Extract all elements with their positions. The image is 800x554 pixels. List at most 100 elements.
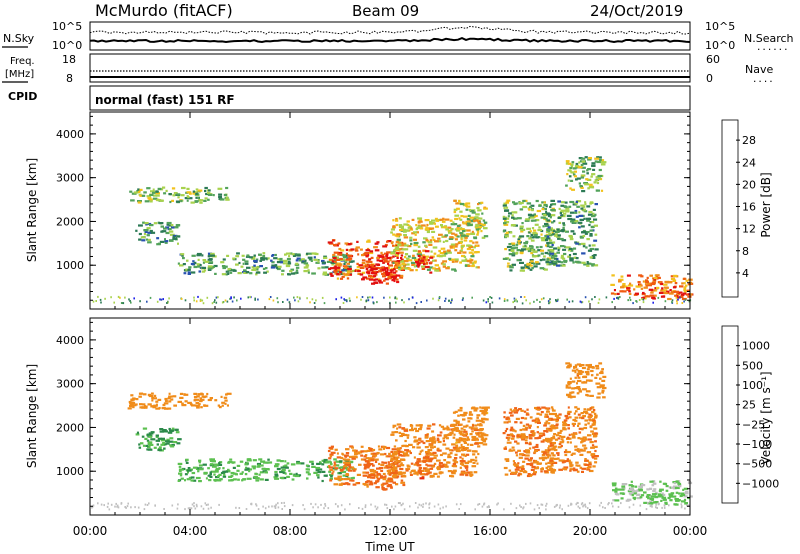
echo-cell bbox=[199, 201, 203, 204]
echo-cell bbox=[409, 228, 414, 231]
echo-cell bbox=[480, 428, 484, 431]
echo-cell bbox=[506, 441, 512, 444]
echo-cell bbox=[580, 440, 585, 443]
echo-cell bbox=[281, 269, 285, 272]
echo-cell bbox=[311, 465, 316, 468]
echo-cell bbox=[215, 467, 220, 470]
echo-cell bbox=[592, 421, 597, 424]
echo-cell bbox=[460, 234, 466, 237]
echo-cell bbox=[188, 268, 191, 271]
ground-scatter-cell bbox=[422, 505, 424, 508]
echo-cell bbox=[465, 223, 468, 226]
ground-scatter-cell bbox=[559, 504, 561, 507]
echo-cell bbox=[162, 429, 167, 432]
echo-cell bbox=[159, 199, 164, 202]
echo-cell bbox=[515, 417, 520, 420]
echo-cell bbox=[327, 241, 333, 244]
echo-cell bbox=[520, 416, 525, 420]
echo-cell bbox=[585, 217, 591, 220]
echo-cell bbox=[371, 265, 376, 268]
echo-cell bbox=[419, 227, 424, 230]
ground-scatter-cell bbox=[557, 298, 559, 301]
echo-cell bbox=[596, 189, 600, 192]
ground-scatter-cell bbox=[247, 296, 250, 299]
echo-cell bbox=[560, 444, 563, 448]
echo-cell bbox=[520, 468, 525, 471]
echo-cell bbox=[184, 479, 186, 482]
echo-cell bbox=[476, 230, 480, 233]
echo-cell bbox=[529, 261, 534, 264]
ground-scatter-cell bbox=[542, 297, 545, 300]
echo-cell bbox=[155, 435, 159, 438]
ground-scatter-cell bbox=[611, 301, 613, 304]
ground-scatter-cell bbox=[688, 300, 691, 303]
echo-cell bbox=[576, 392, 580, 395]
echo-cell bbox=[172, 235, 176, 238]
echo-cell bbox=[338, 479, 342, 482]
ground-scatter-cell bbox=[321, 296, 324, 299]
echo-cell bbox=[382, 482, 387, 485]
echo-cell bbox=[660, 295, 665, 298]
echo-cell bbox=[481, 406, 487, 409]
echo-cell bbox=[351, 457, 356, 460]
echo-cell bbox=[394, 266, 397, 269]
ground-scatter-cell bbox=[668, 504, 670, 507]
freq-panel-frame bbox=[89, 53, 691, 83]
echo-cell bbox=[551, 228, 555, 231]
echo-cell bbox=[429, 453, 435, 456]
ground-scatter-cell bbox=[113, 301, 115, 304]
echo-cell bbox=[217, 479, 222, 482]
ground-scatter-cell bbox=[513, 300, 516, 303]
echo-cell bbox=[172, 194, 176, 197]
echo-cell bbox=[657, 495, 662, 498]
echo-cell bbox=[341, 269, 346, 272]
echo-cell bbox=[370, 458, 375, 461]
echo-cell bbox=[611, 482, 617, 485]
echo-cell bbox=[378, 267, 381, 270]
echo-cell bbox=[577, 221, 583, 224]
echo-cell bbox=[339, 468, 344, 471]
echo-cell bbox=[461, 460, 466, 463]
echo-cell bbox=[181, 186, 186, 190]
echo-cell bbox=[432, 238, 436, 241]
echo-cell bbox=[209, 471, 212, 474]
echo-cell bbox=[390, 231, 393, 234]
echo-cell bbox=[188, 476, 192, 479]
echo-cell bbox=[591, 186, 595, 189]
xtick-label: 00:00 bbox=[673, 524, 708, 538]
echo-cell bbox=[478, 435, 482, 438]
echo-cell bbox=[417, 441, 421, 444]
echo-cell bbox=[585, 379, 591, 382]
echo-cell bbox=[592, 409, 596, 412]
echo-cell bbox=[212, 194, 215, 197]
echo-cell bbox=[540, 411, 544, 414]
echo-cell bbox=[634, 485, 638, 488]
echo-cell bbox=[507, 420, 511, 423]
echo-cell bbox=[649, 274, 653, 277]
echo-cell bbox=[317, 260, 320, 263]
echo-cell bbox=[385, 446, 391, 450]
echo-cell bbox=[397, 473, 403, 476]
echo-cell bbox=[466, 224, 470, 227]
echo-cell bbox=[162, 186, 166, 189]
echo-cell bbox=[577, 370, 582, 373]
echo-cell bbox=[271, 261, 275, 264]
echo-cell bbox=[509, 408, 513, 411]
echo-cell bbox=[519, 225, 524, 228]
echo-cell bbox=[508, 249, 512, 252]
echo-cell bbox=[427, 424, 432, 427]
echo-cell bbox=[168, 400, 172, 403]
echo-cell bbox=[340, 478, 344, 481]
ground-scatter-cell bbox=[536, 298, 538, 301]
echo-cell bbox=[348, 455, 354, 458]
echo-cell bbox=[404, 449, 410, 452]
echo-cell bbox=[366, 449, 371, 452]
echo-cell bbox=[246, 266, 251, 269]
ground-scatter-cell bbox=[211, 302, 214, 305]
echo-cell bbox=[529, 459, 532, 462]
echo-cell bbox=[169, 239, 174, 242]
echo-cell bbox=[209, 473, 212, 476]
echo-cell bbox=[452, 463, 457, 466]
echo-cell bbox=[461, 259, 467, 262]
echo-cell bbox=[329, 455, 333, 458]
